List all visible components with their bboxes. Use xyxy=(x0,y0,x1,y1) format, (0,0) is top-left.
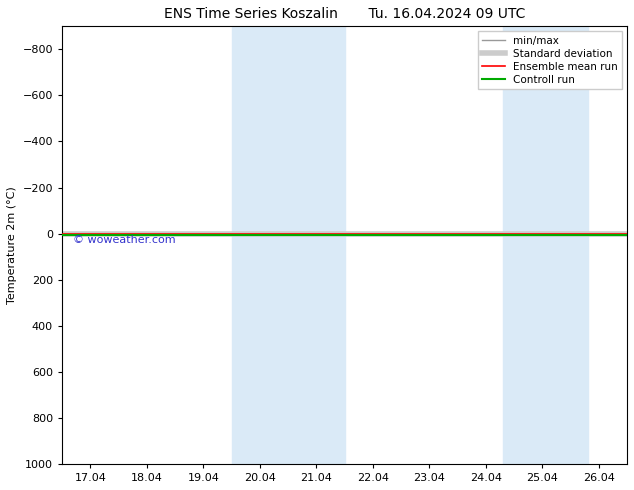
Title: ENS Time Series Koszalin       Tu. 16.04.2024 09 UTC: ENS Time Series Koszalin Tu. 16.04.2024 … xyxy=(164,7,525,21)
Text: © woweather.com: © woweather.com xyxy=(74,235,176,245)
Legend: min/max, Standard deviation, Ensemble mean run, Controll run: min/max, Standard deviation, Ensemble me… xyxy=(477,31,622,89)
Bar xyxy=(231,26,344,464)
Bar xyxy=(503,26,588,464)
Y-axis label: Temperature 2m (°C): Temperature 2m (°C) xyxy=(7,186,17,304)
